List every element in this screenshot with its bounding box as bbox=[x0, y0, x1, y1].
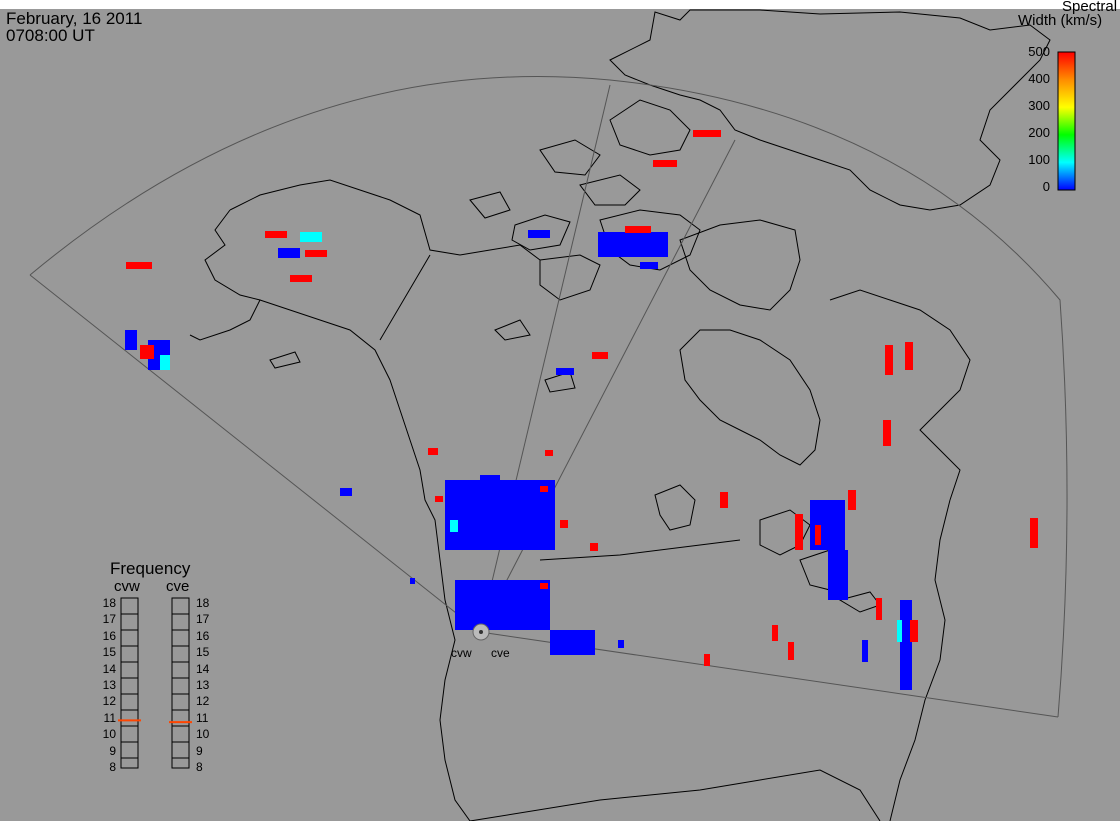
colorbar-tick-label: 200 bbox=[1028, 125, 1050, 140]
colorbar-title-line1: Spectral bbox=[1062, 0, 1118, 15]
frequency-tick-right: 11 bbox=[196, 710, 209, 725]
frequency-tick-left: 9 bbox=[109, 743, 116, 758]
frequency-tick-left: 16 bbox=[102, 628, 116, 643]
frequency-gauges bbox=[120, 597, 190, 769]
colorbar-tick-label: 0 bbox=[1042, 179, 1050, 194]
frequency-tick-left: 13 bbox=[102, 678, 116, 692]
frequency-tick-left: 15 bbox=[102, 645, 116, 660]
date-label: February, 16 2011 bbox=[6, 9, 143, 28]
colorbar-title-line2: Width (km/s) bbox=[1018, 12, 1103, 29]
cvw-label: cvw bbox=[114, 578, 140, 595]
scatter-high-width bbox=[126, 130, 1038, 666]
scatter-mid-width bbox=[160, 232, 902, 642]
frequency-tick-right: 16 bbox=[196, 628, 210, 643]
frequency-tick-right: 12 bbox=[196, 694, 210, 709]
colorbar-tick-label: 400 bbox=[1028, 71, 1050, 86]
frequency-title: Frequency bbox=[110, 559, 191, 578]
frequency-tick-left: 18 bbox=[102, 596, 116, 610]
time-label: 0708:00 UT bbox=[6, 26, 95, 45]
radar-site-marker bbox=[472, 623, 490, 641]
radar-label-cve: cve bbox=[491, 646, 510, 660]
radar-label-cvw: cvw bbox=[451, 646, 472, 660]
colorbar bbox=[1057, 51, 1076, 191]
cve-label: cve bbox=[166, 578, 190, 595]
coastlines bbox=[189, 9, 1051, 821]
frequency-tick-right: 9 bbox=[196, 743, 203, 758]
frequency-tick-right: 8 bbox=[196, 760, 203, 774]
frequency-tick-left: 12 bbox=[102, 694, 116, 709]
frequency-tick-left: 11 bbox=[103, 710, 116, 725]
scatter-low-width bbox=[125, 230, 912, 690]
frequency-tick-right: 13 bbox=[196, 678, 210, 692]
frequency-tick-left: 17 bbox=[102, 612, 116, 627]
frequency-tick-right: 14 bbox=[196, 661, 210, 676]
frequency-tick-right: 17 bbox=[196, 612, 210, 627]
frequency-tick-right: 10 bbox=[196, 727, 210, 742]
frequency-tick-right: 18 bbox=[196, 596, 210, 610]
frequency-tick-left: 14 bbox=[102, 661, 116, 676]
colorbar-tick-label: 500 bbox=[1028, 44, 1050, 59]
frequency-tick-left: 8 bbox=[109, 760, 116, 774]
colorbar-tick-label: 100 bbox=[1028, 152, 1050, 167]
frequency-tick-right: 15 bbox=[196, 645, 210, 660]
frequency-tick-left: 10 bbox=[102, 727, 116, 742]
colorbar-tick-label: 300 bbox=[1028, 98, 1050, 113]
